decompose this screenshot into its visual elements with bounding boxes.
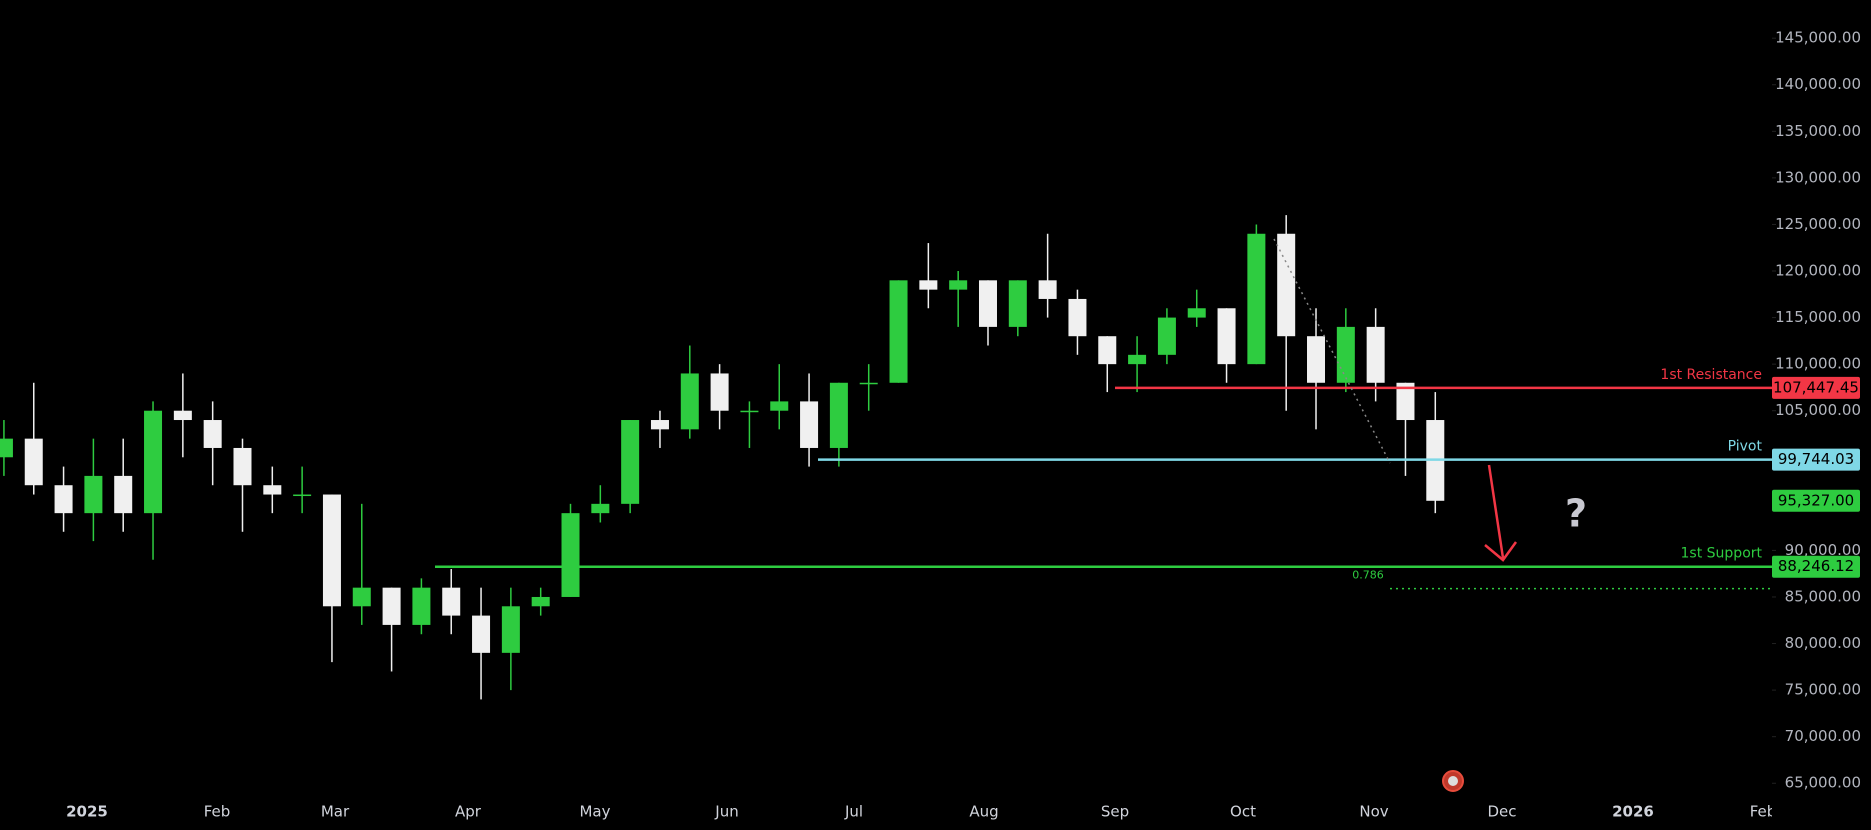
y-tick-label: 130,000.00 bbox=[1775, 168, 1861, 186]
arrow-shaft bbox=[1487, 464, 1505, 559]
level-price-label: 107,447.45 bbox=[1773, 378, 1859, 396]
candle-body bbox=[1366, 326, 1385, 383]
candle-body bbox=[1008, 280, 1027, 327]
candle-body bbox=[949, 280, 968, 290]
candle-body bbox=[1128, 354, 1147, 365]
trend-dotted bbox=[1273, 238, 1391, 464]
y-tick-label: 80,000.00 bbox=[1785, 634, 1861, 652]
candle-body bbox=[54, 485, 73, 514]
last-price-label: 95,327.00 bbox=[1778, 491, 1854, 509]
level-name: 1st Support bbox=[1681, 546, 1763, 562]
y-tick-label: 110,000.00 bbox=[1775, 355, 1861, 373]
candle-body bbox=[24, 438, 43, 486]
candle-body bbox=[591, 503, 610, 514]
last-price-box bbox=[1772, 489, 1860, 512]
candle-body bbox=[680, 373, 699, 430]
level-name: Pivot bbox=[1728, 439, 1763, 455]
candle-body bbox=[352, 587, 371, 607]
event-icon-inner bbox=[1448, 776, 1458, 786]
candle-body bbox=[144, 410, 163, 514]
x-tick-label: Aug bbox=[969, 803, 998, 821]
candle-body bbox=[1277, 233, 1296, 337]
y-tick-label: 70,000.00 bbox=[1785, 727, 1861, 745]
candle-body bbox=[800, 401, 819, 448]
x-tick-label: Jul bbox=[844, 803, 863, 821]
candle-body bbox=[1187, 308, 1206, 318]
x-tick-label: Sep bbox=[1101, 803, 1129, 821]
y-tick-label: 90,000.00 bbox=[1785, 541, 1861, 559]
candle-body bbox=[770, 401, 789, 411]
x-tick-label: Feb bbox=[1750, 803, 1777, 821]
arrow-head bbox=[1484, 541, 1518, 562]
y-tick-label: 125,000.00 bbox=[1775, 215, 1861, 233]
candle-body bbox=[382, 587, 401, 625]
candle-body bbox=[740, 410, 759, 413]
y-tick-label: 65,000.00 bbox=[1785, 774, 1861, 792]
x-tick-label: Dec bbox=[1487, 803, 1516, 821]
annotation: ? bbox=[1565, 492, 1587, 536]
candle-body bbox=[203, 420, 222, 448]
candle-body bbox=[501, 606, 520, 653]
level-price-label: 88,246.12 bbox=[1778, 557, 1854, 575]
candle-body bbox=[561, 513, 580, 597]
x-tick-label: May bbox=[579, 803, 610, 821]
y-tick-label: 145,000.00 bbox=[1775, 29, 1861, 47]
candle-body bbox=[889, 280, 908, 383]
level-price-label: 99,744.03 bbox=[1778, 450, 1854, 468]
plot-area: 2025 Feb Mar Apr May Jun Jul Aug Sep Oct Nov Dec 202… bbox=[0, 215, 1777, 821]
candle-body bbox=[442, 587, 461, 616]
candle-body bbox=[978, 280, 997, 327]
x-tick-label: Mar bbox=[321, 803, 350, 821]
y-tick-label: 115,000.00 bbox=[1775, 308, 1861, 326]
candle-body bbox=[859, 382, 878, 385]
candle-body bbox=[829, 382, 848, 448]
candle-body bbox=[293, 494, 312, 497]
candle-body bbox=[1396, 382, 1415, 421]
x-tick-label: Jun bbox=[714, 803, 738, 821]
candle-body bbox=[233, 447, 252, 486]
x-tick-label: Nov bbox=[1359, 803, 1388, 821]
y-tick-label: 120,000.00 bbox=[1775, 262, 1861, 280]
candle-body bbox=[0, 438, 13, 458]
level-price-box bbox=[1772, 555, 1860, 578]
x-tick-label: Feb bbox=[204, 803, 231, 821]
x-tick-label: 2025 bbox=[66, 803, 108, 821]
level-price-box bbox=[1772, 448, 1860, 471]
candle-body bbox=[710, 373, 729, 411]
candle-body bbox=[1307, 336, 1326, 383]
candle-body bbox=[84, 475, 103, 514]
candle-body bbox=[412, 587, 431, 625]
candle-body bbox=[173, 410, 192, 421]
candle-body bbox=[1038, 280, 1057, 299]
candle-body bbox=[621, 420, 640, 504]
price-axis: 65,000.00 70,000.00 75,000.00 80,000.00 85,0… bbox=[1772, 29, 1861, 792]
x-tick-label: Oct bbox=[1230, 803, 1256, 821]
y-tick-label: 75,000.00 bbox=[1785, 681, 1861, 699]
candle-body bbox=[531, 596, 550, 607]
candle-body bbox=[919, 280, 938, 290]
candle-body bbox=[322, 494, 341, 607]
level-price-box bbox=[1772, 376, 1860, 399]
candle-body bbox=[472, 615, 491, 653]
y-tick-label: 105,000.00 bbox=[1775, 401, 1861, 419]
candle-body bbox=[1157, 317, 1176, 355]
x-tick-label: 2026 bbox=[1612, 803, 1654, 821]
y-tick-label: 140,000.00 bbox=[1775, 75, 1861, 93]
candle-body bbox=[1247, 233, 1266, 365]
candle-body bbox=[263, 485, 282, 495]
fib-label: 0.786 bbox=[1352, 569, 1384, 582]
candle-body bbox=[650, 420, 669, 430]
x-tick-label: Apr bbox=[455, 803, 482, 821]
candle-body bbox=[1098, 336, 1117, 365]
y-tick-label: 85,000.00 bbox=[1785, 587, 1861, 605]
y-tick-label: 135,000.00 bbox=[1775, 122, 1861, 140]
level-name: 1st Resistance bbox=[1660, 367, 1762, 383]
candle-body bbox=[114, 475, 133, 514]
candle-body bbox=[1336, 326, 1355, 383]
candle-body bbox=[1068, 298, 1087, 337]
candle-body bbox=[1217, 308, 1236, 365]
